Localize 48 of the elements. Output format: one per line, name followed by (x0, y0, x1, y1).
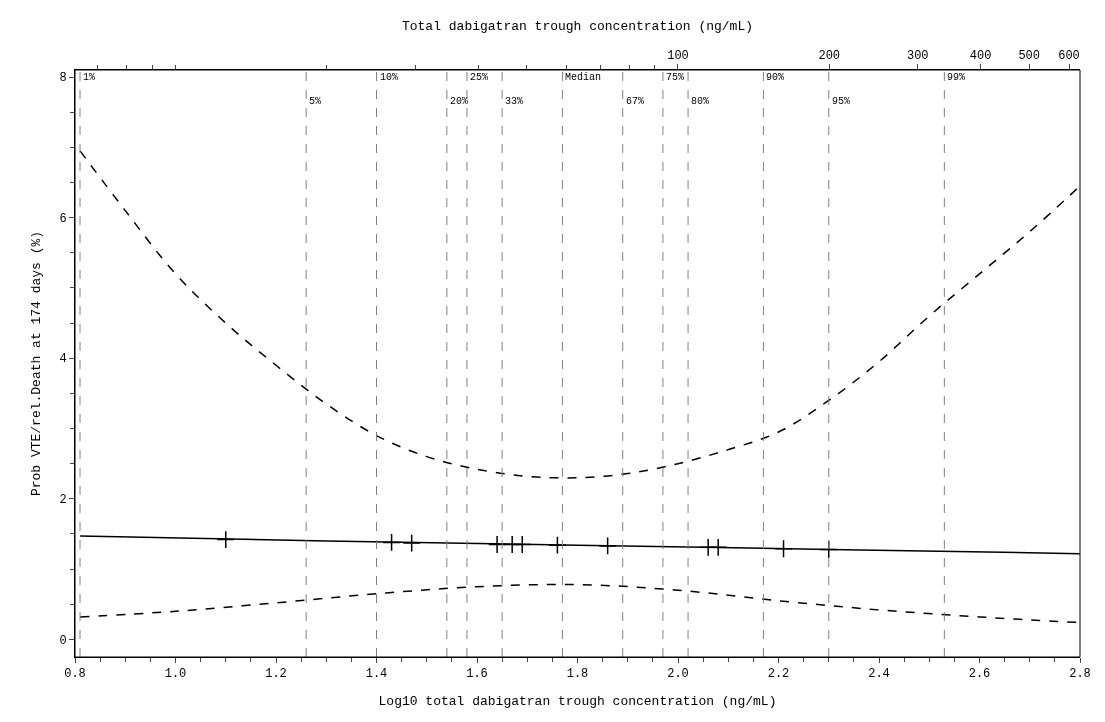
x-tick-label: 0.8 (64, 667, 86, 682)
x-axis-title: Log10 total dabigatran trough concentration (ng/mL) (378, 694, 777, 709)
annotation: 10% (380, 72, 399, 83)
line-series (79, 150, 1080, 479)
annotation: 1% (83, 72, 96, 83)
x-tick-label: 2.2 (767, 667, 790, 682)
annotation: 5% (309, 96, 322, 107)
y-tick-label: 0 (59, 633, 67, 648)
x-tick-label: 2.0 (667, 667, 689, 682)
annotation: 75% (666, 72, 685, 83)
point (819, 540, 838, 559)
x2-tick-label: 100 (667, 49, 689, 64)
x-tick-label: 1.2 (265, 667, 287, 682)
point (513, 535, 532, 554)
annotation: 33% (505, 96, 524, 107)
x-tick-label: 2.4 (868, 667, 890, 682)
point (382, 533, 401, 552)
annotation: 80% (691, 96, 710, 107)
point (598, 536, 617, 556)
y-tick-label: 6 (59, 211, 67, 226)
x2-axis-title: Total dabigatran trough concentration (ng/mL) (401, 19, 754, 35)
x-tick-label: 2.8 (1069, 667, 1091, 682)
annotation: 20% (450, 96, 469, 107)
x-tick-label: 2.6 (968, 667, 991, 682)
x2-tick-label: 400 (969, 49, 992, 64)
annotation: 25% (470, 72, 489, 83)
point (774, 539, 793, 558)
x2-tick-label: 300 (906, 49, 929, 64)
x-tick-label: 1.6 (466, 667, 488, 682)
y-axis-title: Prob VTE/rel.Death at 174 days (%) (29, 230, 45, 497)
annotation: 95% (832, 96, 851, 107)
x-tick-label: 1.8 (566, 667, 589, 682)
point (487, 535, 507, 554)
x2-tick-label: 200 (818, 49, 841, 64)
annotation: 90% (766, 72, 785, 83)
y-tick-label: 8 (59, 71, 67, 86)
point (216, 530, 235, 549)
annotation: Median (565, 72, 602, 83)
y-tick-label: 4 (59, 352, 67, 367)
x-tick-label: 1.4 (365, 667, 388, 682)
x2-tick-label: 500 (1018, 49, 1041, 64)
annotation: 99% (947, 72, 966, 83)
x2-tick-label: 600 (1058, 49, 1080, 64)
point (548, 536, 567, 555)
annotation: 67% (626, 96, 645, 107)
x-tick-label: 1.0 (164, 667, 187, 682)
y-tick-label: 2 (59, 493, 67, 508)
point (402, 533, 421, 553)
